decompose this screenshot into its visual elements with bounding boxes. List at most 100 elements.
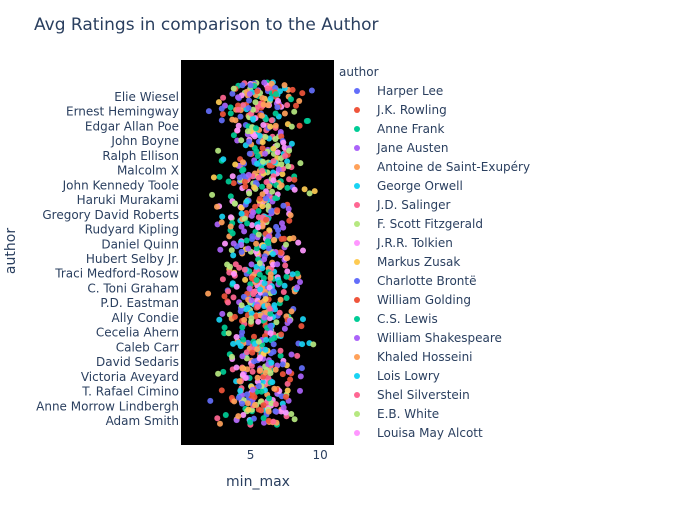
y-tick-label: Traci Medford-Rosow bbox=[54, 267, 179, 281]
data-point bbox=[278, 182, 285, 189]
legend-label: Khaled Hosseini bbox=[377, 350, 473, 364]
data-point bbox=[255, 208, 262, 214]
data-point bbox=[270, 288, 277, 295]
data-point bbox=[235, 413, 242, 420]
legend-item[interactable]: Charlotte Brontë bbox=[354, 274, 477, 288]
data-point bbox=[279, 171, 286, 178]
data-point bbox=[227, 104, 234, 111]
data-point bbox=[256, 132, 263, 139]
legend-label: C.S. Lewis bbox=[377, 312, 438, 326]
legend-item[interactable]: Anne Frank bbox=[354, 122, 445, 136]
legend-item[interactable]: E.B. White bbox=[354, 407, 439, 421]
data-point bbox=[230, 132, 237, 139]
data-point bbox=[284, 102, 291, 109]
legend-item[interactable]: J.D. Salinger bbox=[354, 198, 450, 212]
data-point bbox=[249, 368, 256, 375]
data-point bbox=[238, 204, 245, 211]
legend-item[interactable]: Lois Lowry bbox=[354, 369, 440, 383]
data-point bbox=[282, 262, 289, 269]
legend-item[interactable]: William Golding bbox=[354, 293, 471, 307]
data-point bbox=[221, 330, 228, 337]
data-point bbox=[252, 99, 259, 106]
data-point bbox=[272, 195, 279, 202]
data-point bbox=[248, 275, 255, 282]
data-point bbox=[272, 84, 279, 91]
legend-marker bbox=[354, 392, 360, 398]
legend-item[interactable]: Antoine de Saint-Exupéry bbox=[354, 160, 530, 174]
data-point bbox=[272, 136, 279, 142]
data-point bbox=[254, 153, 261, 159]
data-point bbox=[276, 309, 283, 316]
y-tick-label: Ralph Ellison bbox=[102, 149, 179, 163]
data-point bbox=[230, 240, 237, 247]
data-point bbox=[270, 177, 277, 184]
legend-item[interactable]: Louisa May Alcott bbox=[354, 426, 483, 440]
data-point bbox=[230, 180, 237, 187]
legend-item[interactable]: Shel Silverstein bbox=[354, 388, 470, 402]
data-point bbox=[238, 137, 245, 144]
data-point bbox=[215, 99, 222, 106]
data-point bbox=[280, 139, 287, 146]
data-point bbox=[260, 158, 266, 165]
data-point bbox=[244, 339, 251, 346]
data-point bbox=[231, 398, 238, 405]
data-point bbox=[229, 90, 236, 97]
data-point bbox=[244, 220, 251, 227]
data-point bbox=[273, 319, 280, 326]
legend-item[interactable]: Khaled Hosseini bbox=[354, 350, 473, 364]
data-point bbox=[250, 115, 256, 122]
legend-item[interactable]: Jane Austen bbox=[354, 141, 448, 155]
data-point bbox=[259, 183, 265, 190]
data-point bbox=[298, 365, 305, 372]
data-point bbox=[261, 419, 267, 426]
data-point bbox=[310, 341, 317, 348]
data-point bbox=[267, 322, 274, 329]
data-point bbox=[233, 334, 240, 340]
legend-label: J.R.R. Tolkien bbox=[376, 236, 453, 250]
data-point bbox=[276, 279, 283, 286]
data-point bbox=[228, 247, 235, 254]
data-point bbox=[249, 349, 256, 356]
data-point bbox=[293, 102, 299, 109]
data-point bbox=[239, 82, 246, 89]
data-point bbox=[271, 334, 278, 341]
legend-item[interactable]: Markus Zusak bbox=[354, 255, 460, 269]
y-tick-label: John Boyne bbox=[110, 134, 179, 148]
data-point bbox=[261, 79, 268, 86]
data-point bbox=[250, 106, 257, 113]
data-point bbox=[219, 111, 226, 118]
legend-item[interactable]: Harper Lee bbox=[354, 84, 443, 98]
y-tick-label: Hubert Selby Jr. bbox=[86, 252, 179, 266]
y-tick-label: Malcolm X bbox=[117, 164, 179, 178]
data-point bbox=[246, 285, 253, 292]
y-tick-label: Victoria Aveyard bbox=[81, 370, 179, 384]
legend-label: William Golding bbox=[377, 293, 471, 307]
data-point bbox=[236, 264, 243, 271]
legend-label: George Orwell bbox=[377, 179, 463, 193]
data-point bbox=[277, 352, 284, 359]
data-point bbox=[253, 277, 260, 283]
legend-marker bbox=[354, 430, 360, 436]
data-point bbox=[227, 223, 234, 230]
data-point bbox=[221, 324, 228, 331]
data-point bbox=[246, 150, 253, 157]
data-point bbox=[243, 198, 250, 205]
data-point bbox=[249, 222, 255, 229]
legend-item[interactable]: George Orwell bbox=[354, 179, 463, 193]
y-tick-label: Daniel Quinn bbox=[101, 237, 179, 251]
x-tick-label: 10 bbox=[312, 448, 327, 462]
data-point bbox=[270, 145, 277, 152]
data-point bbox=[281, 110, 288, 117]
legend-item[interactable]: William Shakespeare bbox=[354, 331, 502, 345]
data-point bbox=[240, 159, 246, 166]
legend-item[interactable]: F. Scott Fitzgerald bbox=[354, 217, 483, 231]
legend-item[interactable]: J.K. Rowling bbox=[354, 103, 447, 117]
data-point bbox=[272, 366, 279, 373]
y-tick-label: P.D. Eastman bbox=[100, 296, 179, 310]
legend-item[interactable]: J.R.R. Tolkien bbox=[354, 236, 453, 250]
data-point bbox=[225, 330, 232, 337]
data-point bbox=[229, 280, 236, 287]
data-point bbox=[266, 227, 273, 234]
legend-item[interactable]: C.S. Lewis bbox=[354, 312, 438, 326]
legend-marker bbox=[354, 259, 360, 265]
